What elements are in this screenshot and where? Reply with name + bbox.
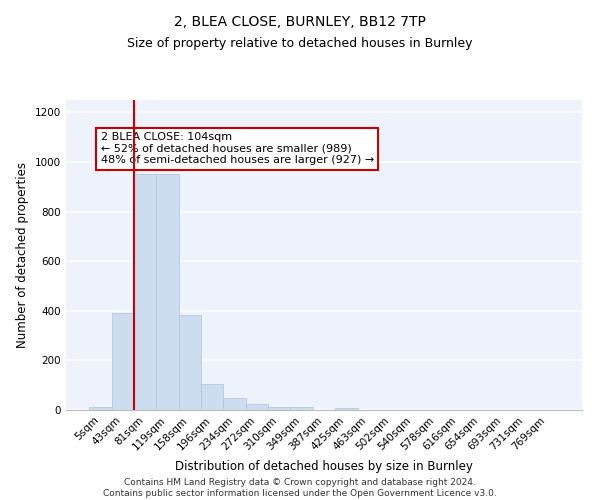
Bar: [223, 398, 246, 410]
Text: 2 BLEA CLOSE: 104sqm
← 52% of detached houses are smaller (989)
48% of semi-deta: 2 BLEA CLOSE: 104sqm ← 52% of detached h…: [101, 132, 374, 166]
Bar: [246, 404, 268, 410]
Bar: [134, 174, 157, 410]
Bar: [335, 408, 358, 410]
Text: 2, BLEA CLOSE, BURNLEY, BB12 7TP: 2, BLEA CLOSE, BURNLEY, BB12 7TP: [174, 15, 426, 29]
Bar: [157, 174, 179, 410]
Bar: [89, 407, 112, 410]
Bar: [290, 407, 313, 410]
X-axis label: Distribution of detached houses by size in Burnley: Distribution of detached houses by size …: [175, 460, 473, 473]
Bar: [268, 407, 290, 410]
Bar: [112, 312, 134, 410]
Bar: [201, 384, 223, 410]
Text: Size of property relative to detached houses in Burnley: Size of property relative to detached ho…: [127, 38, 473, 51]
Bar: [179, 314, 201, 410]
Text: Contains HM Land Registry data © Crown copyright and database right 2024.
Contai: Contains HM Land Registry data © Crown c…: [103, 478, 497, 498]
Y-axis label: Number of detached properties: Number of detached properties: [16, 162, 29, 348]
